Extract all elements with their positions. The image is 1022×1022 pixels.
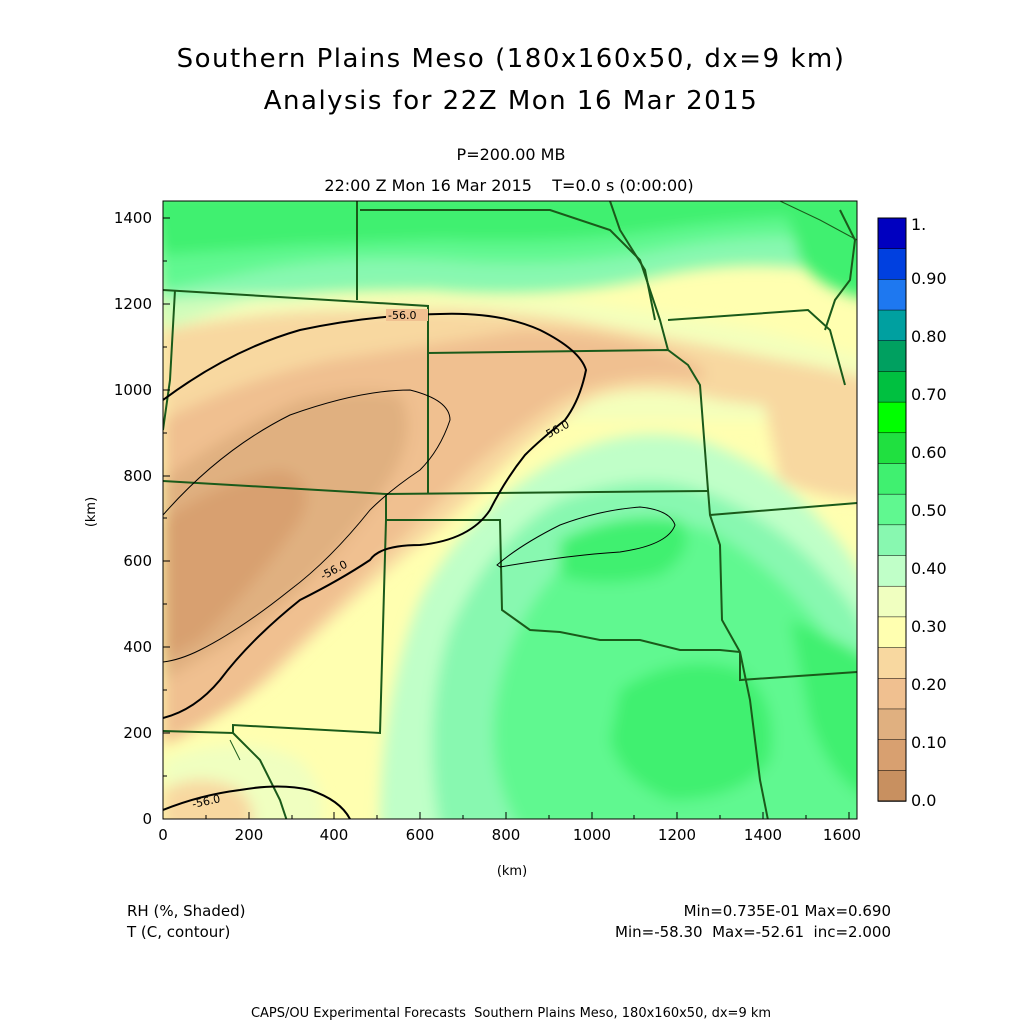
colorbar-swatch xyxy=(877,401,907,434)
colorbar-label: 0.10 xyxy=(911,733,947,752)
x-tick-labels: 0 200 400 600 800 1000 1200 1400 1600 xyxy=(158,826,861,844)
colorbar-frame xyxy=(877,217,907,802)
colorbar-swatch xyxy=(877,432,907,465)
state-boundaries xyxy=(163,201,857,819)
y-tick-label: 200 xyxy=(123,724,152,742)
x-tick-label: 1000 xyxy=(573,826,611,844)
colorbar-swatch xyxy=(877,340,907,373)
contour-label: -56.0 xyxy=(388,309,416,322)
colorbar-swatches xyxy=(877,217,907,802)
colorbar-label: 0.60 xyxy=(911,443,947,462)
colorbar-label: 0.20 xyxy=(911,675,947,694)
colorbar-swatch xyxy=(877,493,907,526)
colorbar-label: 0.0 xyxy=(911,791,936,810)
colorbar-label: 0.70 xyxy=(911,385,947,404)
x-axis-label: (km) xyxy=(497,864,527,879)
colorbar-swatch xyxy=(877,647,907,680)
contour-label: -56.0 xyxy=(191,792,222,811)
y-axis-ticks xyxy=(163,217,170,820)
colorbar-labels: 1. 0.90 0.80 0.70 0.60 0.50 0.40 0.30 0.… xyxy=(911,215,947,810)
x-tick-label: 1400 xyxy=(744,826,782,844)
x-tick-label: 200 xyxy=(235,826,264,844)
y-tick-labels: 0 200 400 600 800 1000 1200 1400 xyxy=(114,209,152,828)
colorbar-swatch xyxy=(877,279,907,311)
colorbar-swatch xyxy=(877,217,907,250)
rh-shaded-field xyxy=(163,201,857,819)
colorbar-swatch xyxy=(877,708,907,741)
y-tick-label: 400 xyxy=(123,638,152,656)
x-tick-label: 0 xyxy=(158,826,168,844)
colorbar: 1. 0.90 0.80 0.70 0.60 0.50 0.40 0.30 0.… xyxy=(877,215,947,810)
y-tick-label: 1200 xyxy=(114,295,152,313)
colorbar-label: 0.30 xyxy=(911,617,947,636)
colorbar-swatch xyxy=(877,309,907,342)
title-line-2: Analysis for 22Z Mon 16 Mar 2015 xyxy=(263,86,759,116)
colorbar-label: 0.40 xyxy=(911,559,947,578)
x-tick-label: 800 xyxy=(492,826,521,844)
colorbar-swatch xyxy=(877,616,907,649)
colorbar-label: 0.90 xyxy=(911,269,947,288)
title-line-1: Southern Plains Meso (180x160x50, dx=9 k… xyxy=(176,44,846,74)
y-tick-label: 1400 xyxy=(114,209,152,227)
x-tick-label: 400 xyxy=(320,826,349,844)
y-tick-label: 800 xyxy=(123,467,152,485)
contour-field-range: Min=-58.30 Max=-52.61 inc=2.000 xyxy=(615,923,891,941)
colorbar-swatch xyxy=(877,463,907,495)
colorbar-swatch xyxy=(877,770,907,802)
y-axis-label: (km) xyxy=(84,497,99,527)
colorbar-swatch xyxy=(877,248,907,281)
y-tick-label: 1000 xyxy=(114,381,152,399)
x-tick-label: 600 xyxy=(406,826,435,844)
x-tick-label: 1600 xyxy=(823,826,861,844)
footer-credit: CAPS/OU Experimental Forecasts Southern … xyxy=(250,1006,772,1021)
colorbar-swatch xyxy=(877,555,907,587)
colorbar-label: 1. xyxy=(911,215,926,234)
colorbar-label: 0.80 xyxy=(911,327,947,346)
contour-field-name: T (C, contour) xyxy=(127,923,231,941)
level-label: P=200.00 MB xyxy=(456,145,566,164)
colorbar-swatch xyxy=(877,585,907,618)
x-axis-ticks xyxy=(162,812,850,819)
colorbar-label: 0.50 xyxy=(911,501,947,520)
colorbar-swatch xyxy=(877,524,907,557)
minor-boundaries xyxy=(229,201,857,761)
valid-time-label: 22:00 Z Mon 16 Mar 2015 T=0.0 s (0:00:00… xyxy=(324,176,694,195)
shaded-field-range: Min=0.735E-01 Max=0.690 xyxy=(683,902,891,920)
plot-frame xyxy=(162,200,858,820)
y-tick-label: 600 xyxy=(123,552,152,570)
shaded-field-name: RH (%, Shaded) xyxy=(127,902,246,920)
colorbar-swatch xyxy=(877,371,907,403)
colorbar-swatch xyxy=(877,739,907,772)
colorbar-swatch xyxy=(877,678,907,710)
x-tick-label: 1200 xyxy=(658,826,696,844)
y-tick-label: 0 xyxy=(142,810,152,828)
